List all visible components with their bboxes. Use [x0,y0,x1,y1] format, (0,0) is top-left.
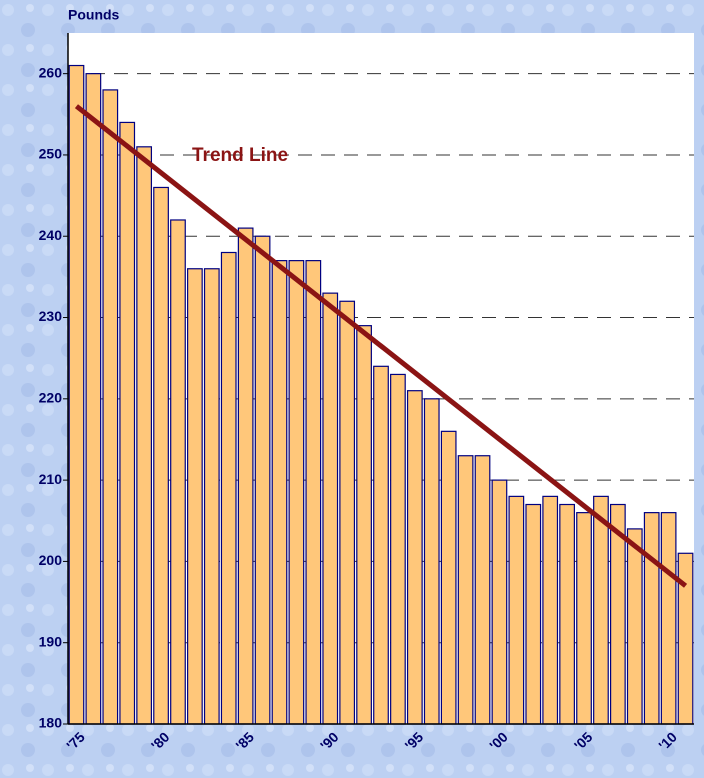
bar [660,512,677,725]
bar [626,528,643,725]
bar [68,64,85,725]
bar [406,390,423,725]
y-tick-label: 180 [39,715,63,731]
bar [508,495,525,725]
trend-line [74,104,688,588]
bar [322,292,339,725]
y-tick-label: 190 [39,633,63,649]
bar [288,260,305,725]
bar [102,89,119,725]
bar [525,503,542,725]
bar [203,268,220,725]
bar [474,455,491,725]
bar [559,503,575,725]
bar [136,146,153,725]
y-tick-label: 260 [39,64,63,80]
y-tick-label: 230 [39,308,63,324]
bar [491,479,508,725]
y-tick-label: 200 [39,552,63,568]
bar [187,268,203,725]
bar [153,186,169,725]
bar [440,430,457,725]
bar [356,325,372,725]
bar [373,365,389,725]
bar [339,300,356,725]
bar [643,512,660,725]
y-tick-label: 250 [39,146,63,162]
bar [305,260,322,725]
bar [593,495,609,725]
bar [390,373,406,725]
y-tick-label: 210 [39,471,63,487]
bar [271,260,288,725]
bar [85,73,102,725]
bar [576,512,592,725]
y-axis-label: Pounds [68,7,120,23]
y-tick-label: 220 [39,390,63,406]
trend-line-label: Trend Line [192,145,288,166]
bar [423,398,440,725]
y-tick-label: 240 [39,227,63,243]
bar [237,227,254,725]
bar [119,121,136,725]
bar [220,251,237,725]
bar [254,235,271,725]
bar [457,455,474,725]
bar [170,219,186,725]
bar [542,495,559,725]
